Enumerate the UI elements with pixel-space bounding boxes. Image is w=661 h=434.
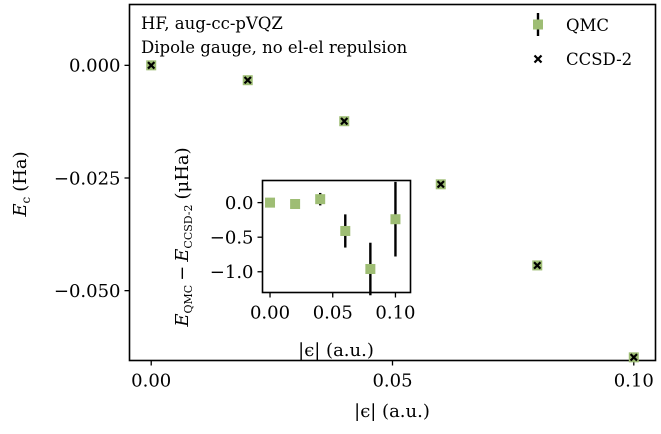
main-y-axis: 0.000 −0.025 −0.050 bbox=[54, 56, 130, 302]
main-x-tick-label: 0.00 bbox=[131, 371, 171, 392]
main-x-tick-label: 0.05 bbox=[372, 371, 412, 392]
inset-y-label-e2: E bbox=[172, 249, 193, 263]
inset-diff-point bbox=[340, 225, 351, 236]
ccsd2-point bbox=[436, 180, 445, 189]
main-y-axis-label: Ec (Ha) bbox=[10, 151, 33, 217]
inset-x-tick-label: 0.10 bbox=[375, 303, 415, 324]
inset-diff-point bbox=[290, 199, 301, 210]
main-y-label-symbol: E bbox=[10, 204, 31, 218]
inset-y-label-s1: QMC bbox=[182, 285, 195, 314]
ccsd2-point bbox=[243, 76, 252, 85]
main-y-tick-label: −0.050 bbox=[54, 281, 121, 302]
main-x-tick-label: 0.10 bbox=[614, 371, 654, 392]
inset-y-axis: 0.0 −0.5 −1.0 bbox=[210, 193, 263, 283]
legend-qmc-label: QMC bbox=[566, 16, 609, 35]
inset-x-tick-label: 0.00 bbox=[250, 303, 290, 324]
inset-diff-point bbox=[390, 214, 401, 225]
legend-ccsd2: CCSD-2 bbox=[533, 50, 632, 69]
legend-ccsd2-label: CCSD-2 bbox=[566, 50, 632, 69]
inset-y-label-unit: (μHa) bbox=[172, 147, 193, 199]
inset-y-label-e1: E bbox=[172, 314, 193, 328]
inset-x-axis-label: |ϵ| (a.u.) bbox=[298, 340, 374, 361]
inset-data-points bbox=[265, 181, 401, 296]
inset-x-axis: 0.00 0.05 0.10 bbox=[250, 292, 415, 324]
main-y-tick-label: −0.025 bbox=[54, 168, 121, 189]
inset-diff-point bbox=[365, 263, 376, 274]
main-x-axis: 0.00 0.05 0.10 bbox=[131, 360, 654, 392]
inset-plot: 0.0−0.5−1.0 0.00 0.05 0.10 |ϵ| (a.u.) EQMC… bbox=[172, 147, 415, 361]
ccsd2-point bbox=[629, 353, 638, 362]
legend-ccsd2-marker bbox=[533, 54, 543, 64]
legend-qmc-marker bbox=[533, 19, 543, 30]
inset-y-label-s2: CCSD-2 bbox=[182, 204, 195, 248]
main-plot: 0.000 −0.025 −0.050 0.00 0.05 0.10 HF, aug-c… bbox=[10, 3, 657, 422]
ccsd2-point bbox=[533, 261, 542, 270]
annotation-basis: HF, aug-cc-pVQZ bbox=[141, 14, 283, 33]
inset-y-tick-label: −0.5 bbox=[210, 227, 254, 248]
main-y-label-subscript: c bbox=[19, 197, 33, 204]
ccsd2-point bbox=[340, 117, 349, 126]
main-x-axis-label: |ϵ| (a.u.) bbox=[354, 401, 430, 422]
inset-y-label-minus: − bbox=[172, 266, 193, 281]
inset-y-axis-label: EQMC−ECCSD-2(μHa) bbox=[172, 147, 195, 327]
inset-plot-frame bbox=[261, 179, 412, 294]
annotation-gauge: Dipole gauge, no el-el repulsion bbox=[141, 38, 408, 57]
inset-diff-point bbox=[265, 197, 276, 208]
ccsd2-point bbox=[147, 61, 156, 70]
main-y-tick-label: 0.000 bbox=[69, 56, 121, 77]
main-data-points bbox=[146, 60, 639, 363]
inset-y-tick-label: 0.0 bbox=[225, 193, 254, 214]
inset-x-tick-label: 0.05 bbox=[313, 303, 353, 324]
inset-y-tick-label: −1.0 bbox=[210, 262, 254, 283]
main-y-label-unit: (Ha) bbox=[10, 151, 31, 191]
inset-diff-point bbox=[315, 194, 326, 205]
legend: QMC CCSD-2 bbox=[533, 13, 632, 69]
legend-qmc: QMC bbox=[533, 13, 609, 36]
